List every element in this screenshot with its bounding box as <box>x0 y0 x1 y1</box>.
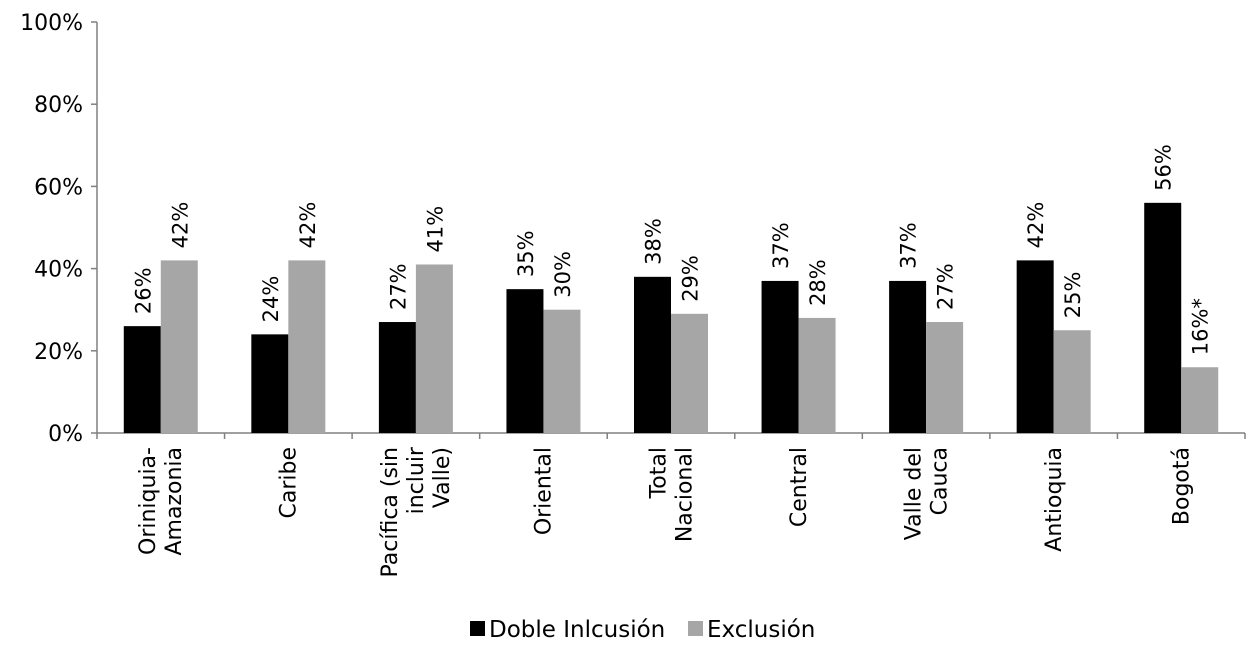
data-label: 42% <box>1024 202 1048 249</box>
data-label: 25% <box>1061 272 1085 319</box>
bar-exclusion <box>926 322 964 433</box>
category-label: incluir <box>404 446 429 514</box>
data-label: 56% <box>1152 144 1176 191</box>
bar-exclusion <box>1181 367 1219 433</box>
category-label: Valle del <box>901 447 926 540</box>
bar-exclusion <box>543 309 581 433</box>
category-label: Oriental <box>532 447 557 535</box>
y-tick-label: 0% <box>48 422 83 447</box>
bar-exclusion <box>288 260 326 433</box>
category-label: Caribe <box>277 447 302 519</box>
data-label: 37% <box>897 222 921 269</box>
category-label: Bogotá <box>1170 447 1195 525</box>
bar-exclusion <box>415 264 453 433</box>
data-label: 38% <box>642 218 666 265</box>
bar-doble-inclusion <box>251 334 289 433</box>
data-label: 29% <box>679 255 703 302</box>
legend-swatch-exclusion <box>688 621 703 636</box>
bar-exclusion <box>160 260 198 433</box>
bar-exclusion <box>798 317 836 433</box>
data-label: 41% <box>423 206 447 253</box>
legend-swatch-doble-inclusion <box>470 621 485 636</box>
category-label: Antioquia <box>1042 447 1067 552</box>
bar-doble-inclusion <box>889 280 927 433</box>
y-tick-label: 60% <box>34 175 83 200</box>
bar-doble-inclusion <box>506 289 544 433</box>
data-label: 27% <box>934 263 958 310</box>
category-label: Central <box>787 447 812 527</box>
y-tick-label: 80% <box>34 93 83 118</box>
y-tick-label: 20% <box>34 340 83 365</box>
category-label: Amazonia <box>162 447 187 556</box>
category-label: Valle) <box>430 447 455 508</box>
y-tick-label: 100% <box>20 11 83 36</box>
bar-doble-inclusion <box>1144 202 1182 433</box>
bar-doble-inclusion <box>378 322 416 433</box>
data-label: 37% <box>769 222 793 269</box>
data-label: 26% <box>131 267 155 314</box>
bar-doble-inclusion <box>1016 260 1054 433</box>
bar-doble-inclusion <box>761 280 799 433</box>
y-tick-label: 40% <box>34 258 83 283</box>
data-label: 30% <box>551 251 575 298</box>
data-label: 27% <box>386 263 410 310</box>
bar-exclusion <box>1053 330 1091 433</box>
legend-label: Doble Inlcusión <box>489 617 665 643</box>
data-label: 28% <box>806 259 830 306</box>
category-label: Total <box>646 447 671 499</box>
category-label: Pacífica (sin <box>378 447 403 578</box>
bar-doble-inclusion <box>123 326 161 433</box>
bar-doble-inclusion <box>634 276 671 433</box>
data-label: 24% <box>259 276 283 323</box>
data-label: 16%* <box>1189 298 1213 355</box>
category-label: Oriniquia- <box>136 447 161 555</box>
data-label: 42% <box>296 202 320 249</box>
legend-label: Exclusión <box>707 617 815 643</box>
data-label: 42% <box>168 202 192 249</box>
category-label: Cauca <box>927 447 952 515</box>
category-label: Nacional <box>672 447 697 542</box>
bar-exclusion <box>671 313 708 433</box>
data-label: 35% <box>514 230 538 277</box>
